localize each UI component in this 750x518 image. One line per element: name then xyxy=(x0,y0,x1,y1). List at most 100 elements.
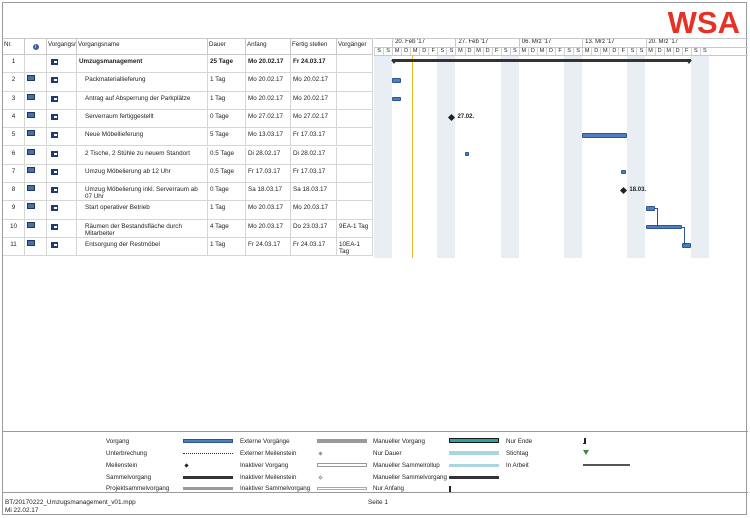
column-header-duration[interactable]: Dauer xyxy=(208,38,246,55)
task-nr-cell[interactable]: 8 xyxy=(3,183,25,201)
task-nr-cell[interactable]: 4 xyxy=(3,109,25,128)
task-start-cell[interactable]: Mo 20.02.17 xyxy=(246,55,291,73)
task-start-cell[interactable]: Mo 20.02.17 xyxy=(246,91,291,109)
table-row[interactable]: 3 Antrag auf Absperrung der Parkplätze 1 T… xyxy=(3,91,373,110)
task-start-cell[interactable]: Mo 20.03.17 xyxy=(246,219,291,237)
task-start-cell[interactable]: Di 28.02.17 xyxy=(246,146,291,164)
task-duration-cell[interactable]: 0 Tage xyxy=(208,109,246,128)
task-pred-cell[interactable] xyxy=(337,146,373,164)
task-finish-cell[interactable]: Do 23.03.17 xyxy=(291,219,337,237)
table-row[interactable]: 11 Entsorgung der Restmöbel 1 Tag Fr 24.03.… xyxy=(3,238,373,257)
table-row[interactable]: 9 Start operativer Betrieb 1 Tag Mo 20.03.1… xyxy=(3,201,373,220)
task-finish-cell[interactable]: Sa 18.03.17 xyxy=(291,183,337,201)
milestone-marker[interactable] xyxy=(620,187,628,195)
task-duration-cell[interactable]: 1 Tag xyxy=(208,73,246,91)
task-finish-cell[interactable]: Di 28.02.17 xyxy=(291,146,337,164)
table-row[interactable]: 7 Umzug Möbelierung ab 12 Uhr 0.5 Tage Fr 1… xyxy=(3,164,373,184)
task-name-cell[interactable]: Packmateriallieferung xyxy=(77,73,208,91)
task-name-cell[interactable]: 2 Tische, 2 Stühle zu neuem Standort xyxy=(77,146,208,164)
task-start-cell[interactable]: Mo 20.03.17 xyxy=(246,201,291,219)
task-finish-cell[interactable]: Fr 24.03.17 xyxy=(291,238,337,256)
column-header-finish[interactable]: Fertig stellen xyxy=(291,38,337,55)
task-bar[interactable] xyxy=(681,243,691,248)
task-name-cell[interactable]: Umzug Möbelierung ab 12 Uhr xyxy=(77,164,208,183)
task-name-cell[interactable]: Umzugsmanagement xyxy=(77,55,208,73)
task-pred-cell[interactable] xyxy=(337,73,373,91)
task-duration-cell[interactable]: 1 Tag xyxy=(208,91,246,109)
summary-bar[interactable] xyxy=(392,59,691,62)
auto-scheduled-icon xyxy=(51,77,58,84)
calendar-note-icon xyxy=(27,185,35,192)
table-row[interactable]: 8 Umzug Möbelierung inkl. Serverraum ab 0… xyxy=(3,183,373,202)
table-row[interactable]: 5 Neue Möbellieferung 5 Tage Mo 13.03.17 Fr … xyxy=(3,128,373,147)
task-duration-cell[interactable]: 4 Tage xyxy=(208,219,246,237)
task-duration-cell[interactable]: 0 Tage xyxy=(208,183,246,201)
table-row[interactable]: 6 2 Tische, 2 Stühle zu neuem Standort 0.5… xyxy=(3,146,373,165)
column-header-info[interactable]: i xyxy=(25,38,47,55)
timescale-day: S xyxy=(573,46,582,55)
task-nr-cell[interactable]: 3 xyxy=(3,91,25,109)
task-name-cell[interactable]: Räumen der Bestandsfläche durch Mitarbei… xyxy=(77,219,208,237)
table-row[interactable]: 10 Räumen der Bestandsfläche durch Mitarb… xyxy=(3,219,373,238)
task-name-cell[interactable]: Umzug Möbelierung inkl. Serverraum ab 07… xyxy=(77,183,208,201)
task-finish-cell[interactable]: Mo 20.03.17 xyxy=(291,201,337,219)
timescale-day: S xyxy=(509,46,519,55)
task-nr-cell[interactable]: 11 xyxy=(3,238,25,256)
task-bar[interactable] xyxy=(392,96,402,102)
column-header-start[interactable]: Anfang xyxy=(246,38,291,55)
task-nr-cell[interactable]: 10 xyxy=(3,219,25,237)
task-nr-cell[interactable]: 6 xyxy=(3,146,25,164)
table-row[interactable]: 1 Umzugsmanagement 25 Tage Mo 20.02.17 Fr 24… xyxy=(3,55,373,74)
column-header-nr[interactable]: Nr. xyxy=(3,38,25,55)
table-row[interactable]: 4 Serverraum fertiggestellt 0 Tage Mo 27.02… xyxy=(3,109,373,129)
task-start-cell[interactable]: Mo 20.02.17 xyxy=(246,73,291,91)
task-duration-cell[interactable]: 1 Tag xyxy=(208,238,246,256)
task-pred-cell[interactable]: 10EA-1 Tag xyxy=(337,238,373,256)
task-name-cell[interactable]: Neue Möbellieferung xyxy=(77,128,208,146)
task-nr-cell[interactable]: 1 xyxy=(3,55,25,73)
task-bar[interactable] xyxy=(645,224,682,230)
task-nr-cell[interactable]: 2 xyxy=(3,73,25,91)
task-pred-cell[interactable]: 9EA-1 Tag xyxy=(337,219,373,237)
task-name-cell[interactable]: Entsorgung der Restmöbel xyxy=(77,238,208,256)
task-finish-cell[interactable]: Mo 27.02.17 xyxy=(291,109,337,128)
task-finish-cell[interactable]: Fr 17.03.17 xyxy=(291,128,337,146)
column-header-mode[interactable]: Vorgangsmodus xyxy=(47,38,77,55)
task-finish-cell[interactable]: Fr 24.03.17 xyxy=(291,55,337,73)
task-duration-cell[interactable]: 0.5 Tage xyxy=(208,146,246,164)
task-start-cell[interactable]: Fr 24.03.17 xyxy=(246,238,291,256)
task-mode-cell xyxy=(47,201,77,219)
task-duration-cell[interactable]: 5 Tage xyxy=(208,128,246,146)
task-pred-cell[interactable] xyxy=(337,201,373,219)
table-row[interactable]: 2 Packmateriallieferung 1 Tag Mo 20.02.17 Mo… xyxy=(3,73,373,92)
task-pred-cell[interactable] xyxy=(337,164,373,183)
task-name-cell[interactable]: Start operativer Betrieb xyxy=(77,201,208,219)
task-finish-cell[interactable]: Mo 20.02.17 xyxy=(291,91,337,109)
task-start-cell[interactable]: Sa 18.03.17 xyxy=(246,183,291,201)
column-header-predecessors[interactable]: Vorgänger xyxy=(337,38,373,55)
task-pred-cell[interactable] xyxy=(337,128,373,146)
timescale-day: D xyxy=(482,46,492,55)
task-duration-cell[interactable]: 0.5 Tage xyxy=(208,164,246,183)
task-pred-cell[interactable] xyxy=(337,91,373,109)
task-nr-cell[interactable]: 7 xyxy=(3,164,25,183)
task-finish-cell[interactable]: Fr 17.03.17 xyxy=(291,164,337,183)
task-duration-cell[interactable]: 25 Tage xyxy=(208,55,246,73)
task-start-cell[interactable]: Mo 13.03.17 xyxy=(246,128,291,146)
task-finish-cell[interactable]: Mo 20.02.17 xyxy=(291,73,337,91)
task-start-cell[interactable]: Mo 27.02.17 xyxy=(246,109,291,128)
task-bar[interactable] xyxy=(464,151,470,156)
task-pred-cell[interactable] xyxy=(337,183,373,201)
task-duration-cell[interactable]: 1 Tag xyxy=(208,201,246,219)
column-header-name[interactable]: Vorgangsname xyxy=(77,38,208,55)
task-bar[interactable] xyxy=(582,133,628,138)
task-name-cell[interactable]: Antrag auf Absperrung der Parkplätze xyxy=(77,91,208,109)
task-nr-cell[interactable]: 9 xyxy=(3,201,25,219)
task-pred-cell[interactable] xyxy=(337,109,373,128)
task-pred-cell[interactable] xyxy=(337,55,373,73)
task-bar[interactable] xyxy=(392,78,402,83)
task-start-cell[interactable]: Fr 17.03.17 xyxy=(246,164,291,183)
task-nr-cell[interactable]: 5 xyxy=(3,128,25,146)
task-bar[interactable] xyxy=(621,169,627,175)
task-name-cell[interactable]: Serverraum fertiggestellt xyxy=(77,109,208,128)
